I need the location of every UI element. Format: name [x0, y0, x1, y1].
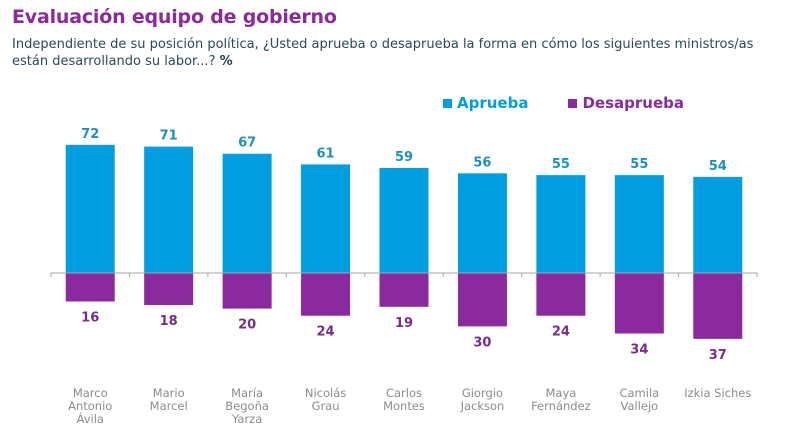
unit-label: %	[219, 54, 233, 69]
bar-desaprueba	[693, 273, 743, 339]
data-label-aprueba: 72	[81, 127, 99, 142]
subtitle-text: Independiente de su posición política, ¿…	[12, 37, 754, 69]
data-label-desaprueba: 18	[160, 314, 178, 329]
legend-item-aprueba: Aprueba	[443, 94, 528, 112]
bar-desaprueba	[301, 273, 351, 316]
category-label: María Begoña Yarza	[225, 386, 269, 426]
data-label-aprueba: 55	[630, 157, 648, 172]
bar-aprueba	[144, 146, 194, 273]
bar-aprueba	[379, 167, 429, 273]
bar-aprueba	[65, 144, 115, 273]
bar-aprueba	[222, 153, 272, 273]
category-label: Izkia Siches	[684, 386, 751, 400]
data-label-aprueba: 59	[395, 150, 413, 165]
bar-aprueba	[301, 164, 351, 273]
data-label-aprueba: 67	[238, 136, 256, 151]
data-label-desaprueba: 30	[473, 335, 491, 350]
bar-aprueba	[693, 176, 743, 273]
category-label: Carlos Montes	[383, 386, 425, 413]
legend-label-aprueba: Aprueba	[457, 94, 529, 112]
legend-swatch-aprueba	[443, 98, 452, 108]
data-label-aprueba: 56	[473, 155, 491, 170]
bar-desaprueba	[536, 273, 586, 316]
data-label-aprueba: 54	[709, 159, 727, 174]
data-label-desaprueba: 19	[395, 316, 413, 331]
legend-item-desaprueba: Desaprueba	[568, 94, 684, 112]
chart-title: Evaluación equipo de gobierno	[12, 6, 337, 28]
data-label-desaprueba: 16	[81, 310, 99, 325]
category-label: Maya Fernández	[531, 386, 591, 413]
data-label-desaprueba: 37	[709, 348, 727, 363]
bar-desaprueba	[65, 273, 115, 302]
bar-desaprueba	[144, 273, 194, 306]
bar-desaprueba	[457, 273, 507, 327]
bar-aprueba	[536, 175, 586, 273]
data-label-desaprueba: 24	[317, 325, 335, 340]
data-label-desaprueba: 34	[630, 343, 648, 358]
legend-label-desaprueba: Desaprueba	[582, 94, 684, 112]
bar-aprueba	[457, 173, 507, 273]
data-label-desaprueba: 20	[238, 318, 256, 333]
category-label: Camila Vallejo	[619, 386, 659, 413]
bar-aprueba	[614, 175, 664, 273]
category-label: Nicolás Grau	[305, 386, 346, 413]
bar-desaprueba	[379, 273, 429, 307]
data-label-desaprueba: 24	[552, 325, 570, 340]
category-label: Giorgio Jackson	[460, 386, 505, 413]
bar-desaprueba	[222, 273, 272, 309]
data-label-aprueba: 71	[160, 129, 178, 144]
data-label-aprueba: 55	[552, 157, 570, 172]
category-label: Mario Marcel	[150, 386, 188, 413]
bar-desaprueba	[614, 273, 664, 334]
category-label: Marco Antonio Ávila	[68, 386, 112, 426]
legend: Aprueba Desaprueba	[443, 94, 684, 112]
data-label-aprueba: 61	[317, 146, 335, 161]
chart-subtitle: Independiente de su posición política, ¿…	[12, 36, 792, 70]
legend-swatch-desaprueba	[568, 98, 578, 108]
